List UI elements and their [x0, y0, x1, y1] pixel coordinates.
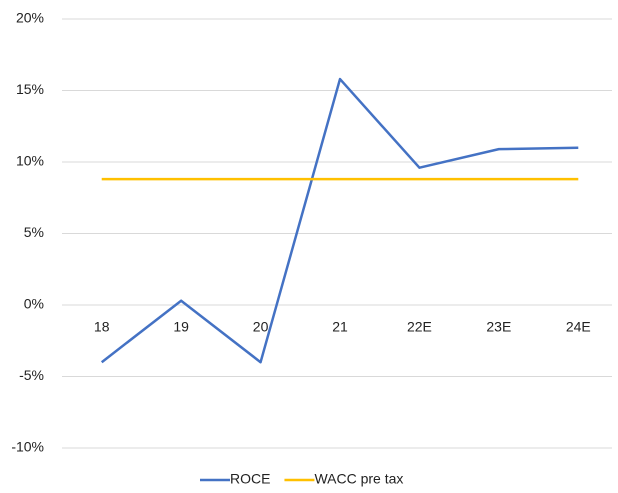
y-tick-label: 5% [24, 224, 44, 240]
y-tick-label: -5% [19, 367, 44, 383]
x-tick-label: 21 [332, 319, 348, 335]
legend-label: ROCE [230, 471, 270, 487]
y-tick-label: -10% [11, 439, 44, 455]
x-tick-label: 18 [94, 319, 110, 335]
x-tick-label: 24E [566, 319, 591, 335]
line-series [100, 77, 579, 364]
y-tick-label: 0% [24, 296, 44, 312]
x-tick-label: 23E [486, 319, 511, 335]
x-tick-label: 20 [253, 319, 269, 335]
y-tick-label: 10% [16, 153, 44, 169]
y-tick-label: 20% [16, 10, 44, 26]
legend-label: WACC pre tax [314, 471, 403, 487]
y-tick-label: 15% [16, 81, 44, 97]
x-tick-label: 22E [407, 319, 432, 335]
x-tick-label: 19 [173, 319, 189, 335]
